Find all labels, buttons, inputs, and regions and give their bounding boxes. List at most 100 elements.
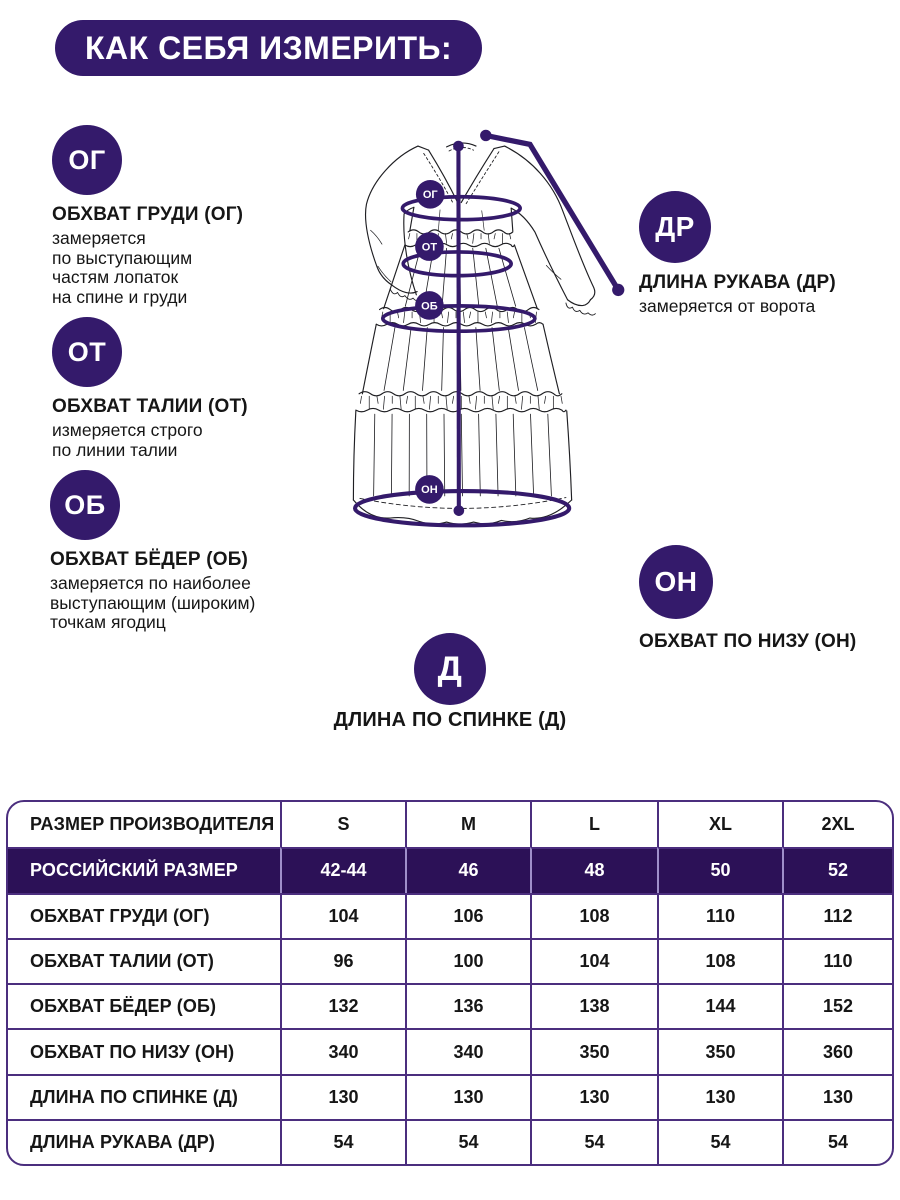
table-cell: 350 [530, 1028, 657, 1074]
tier-ruffle [358, 391, 563, 397]
waist-dress-label: ОТ [422, 241, 438, 253]
sleeve-length-line [485, 132, 621, 292]
table-cell: 152 [782, 983, 892, 1029]
column-header: 2XL [782, 802, 892, 848]
bust-description: замеряется по выступающим частям лопаток… [52, 228, 193, 307]
guide-sleeve: ДР ДЛИНА РУКАВА (ДР) замеряется от ворот… [639, 191, 899, 317]
hem-badge: ОН [639, 545, 713, 619]
row-label: ОБХВАТ БЁДЕР (ОБ) [8, 983, 280, 1028]
hips-badge: ОБ [50, 470, 120, 540]
hips-description: замеряется по наиболее выступающим (широ… [50, 573, 256, 632]
hips-dress-label: ОБ [421, 300, 438, 312]
table-row: ОБХВАТ ПО НИЗУ (ОН) 340 340 350 350 360 [8, 1028, 892, 1074]
table-cell: 100 [405, 937, 530, 984]
row-label: ОБХВАТ ТАЛИИ (ОТ) [8, 937, 280, 983]
dress-outline [352, 142, 596, 525]
guide-hips: ОБ ОБХВАТ БЁДЕР (ОБ) замеряется по наибо… [50, 470, 340, 633]
table-row: ОБХВАТ ГРУДИ (ОГ) 104 106 108 110 112 [8, 892, 892, 938]
table-cell: 350 [657, 1028, 782, 1074]
dress-label-badges: ОГ ОТ ОБ ОН [415, 179, 445, 504]
table-cell: 42-44 [280, 847, 405, 893]
table-cell: 50 [657, 847, 782, 893]
guide-back-length: Д [414, 633, 486, 705]
table-cell: 340 [280, 1028, 405, 1074]
table-cell: 110 [782, 937, 892, 984]
sleeve-title: ДЛИНА РУКАВА (ДР) [639, 272, 836, 293]
hem-title: ОБХВАТ ПО НИЗУ (ОН) [639, 631, 857, 652]
table-cell: 54 [782, 1119, 892, 1165]
page-title: КАК СЕБЯ ИЗМЕРИТЬ: [55, 20, 483, 76]
table-cell: 108 [657, 937, 782, 984]
table-header-row: РАЗМЕР ПРОИЗВОДИТЕЛЯ S M L XL 2XL [8, 802, 892, 848]
table-cell: 54 [405, 1119, 530, 1165]
sleeve-badge: ДР [639, 191, 711, 263]
table-cell: 104 [530, 937, 657, 984]
column-header: M [405, 802, 530, 848]
table-cell: 48 [530, 847, 657, 893]
bust-dress-badge [415, 179, 445, 209]
bust-dress-label: ОГ [423, 189, 439, 201]
column-header: РАЗМЕР ПРОИЗВОДИТЕЛЯ [30, 814, 275, 835]
table-cell: 54 [530, 1119, 657, 1165]
hem-measure-ellipse [352, 488, 572, 528]
back-length-title: ДЛИНА ПО СПИНКЕ (Д) [333, 709, 567, 731]
gather-lines [359, 233, 563, 497]
sleeve-line-top-dot [480, 129, 492, 142]
sleeve-line-bottom-dot [612, 283, 625, 297]
table-cell: 340 [405, 1028, 530, 1074]
table-cell: 130 [657, 1073, 782, 1120]
column-header: XL [657, 802, 782, 848]
bust-title: ОБХВАТ ГРУДИ (ОГ) [52, 204, 244, 225]
back-length-bottom-dot [453, 505, 465, 516]
table-row: ОБХВАТ БЁДЕР (ОБ) 132 136 138 144 152 [8, 983, 892, 1029]
bust-measure-ellipse [400, 194, 522, 222]
back-length-badge: Д [414, 633, 486, 705]
table-cell: 96 [280, 937, 405, 984]
table-cell: 112 [782, 892, 892, 938]
sleeve-description: замеряется от ворота [639, 296, 816, 316]
waist-description: измеряется строго по линии талии [52, 420, 203, 460]
size-table: РАЗМЕР ПРОИЗВОДИТЕЛЯ S M L XL 2XL РОССИЙСКИЙ Р… [6, 800, 894, 1167]
table-cell: 54 [657, 1119, 782, 1165]
table-cell: 130 [405, 1073, 530, 1120]
table-cell: 144 [657, 983, 782, 1029]
table-cell: 110 [657, 892, 782, 938]
row-label: ДЛИНА РУКАВА (ДР) [8, 1119, 280, 1164]
row-label: ОБХВАТ ГРУДИ (ОГ) [8, 892, 280, 938]
guide-bust: ОГ ОБХВАТ ГРУДИ (ОГ) замеряется по высту… [52, 125, 332, 307]
table-row: ДЛИНА РУКАВА (ДР) 54 54 54 54 54 [8, 1119, 892, 1165]
table-cell: 54 [280, 1119, 405, 1165]
hem-dress-badge [415, 475, 444, 504]
table-cell: 106 [405, 892, 530, 938]
table-cell: 136 [405, 983, 530, 1029]
table-cell: 130 [530, 1073, 657, 1120]
back-length-top-dot [453, 140, 464, 152]
row-label: ДЛИНА ПО СПИНКЕ (Д) [8, 1073, 280, 1119]
table-cell: 104 [280, 892, 405, 938]
column-header: S [280, 802, 405, 848]
table-cell: 130 [280, 1073, 405, 1120]
table-cell: 130 [782, 1073, 892, 1120]
column-header: L [530, 802, 657, 848]
table-cell: 46 [405, 847, 530, 893]
hips-dress-badge [415, 291, 444, 320]
waist-badge: ОТ [52, 317, 122, 387]
table-cell: 132 [280, 983, 405, 1029]
table-cell: 360 [782, 1028, 892, 1074]
bust-badge: ОГ [52, 125, 122, 195]
waist-dress-badge [415, 232, 444, 261]
table-row: РОССИЙСКИЙ РАЗМЕР 42-44 46 48 50 52 [8, 847, 892, 893]
waist-title: ОБХВАТ ТАЛИИ (ОТ) [52, 396, 248, 417]
table-cell: 138 [530, 983, 657, 1029]
table-row: ДЛИНА ПО СПИНКЕ (Д) 130 130 130 130 130 [8, 1073, 892, 1120]
hem-dress-label: ОН [421, 484, 438, 496]
dress-illustration: ОГ ОТ ОБ ОН [352, 129, 625, 528]
guide-hem: ОН ОБХВАТ ПО НИЗУ (ОН) [639, 545, 899, 653]
table-row: ОБХВАТ ТАЛИИ (ОТ) 96 100 104 108 110 [8, 937, 892, 984]
table-cell: 108 [530, 892, 657, 938]
measurement-overlay [352, 129, 625, 528]
row-label: ОБХВАТ ПО НИЗУ (ОН) [8, 1028, 280, 1073]
row-label: РОССИЙСКИЙ РАЗМЕР [8, 847, 280, 893]
hips-title: ОБХВАТ БЁДЕР (ОБ) [50, 549, 249, 570]
